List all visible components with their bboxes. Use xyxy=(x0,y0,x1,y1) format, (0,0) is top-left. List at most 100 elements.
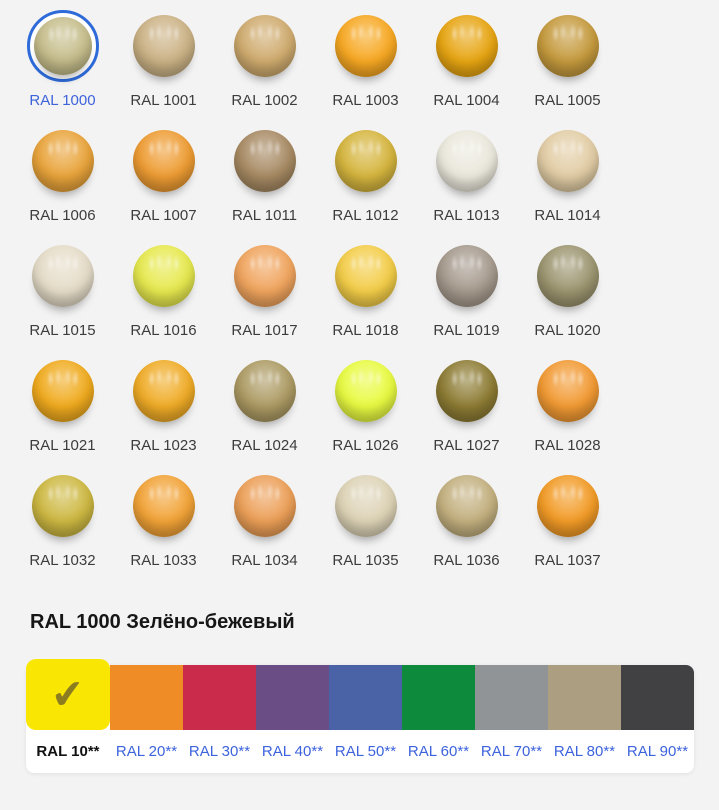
color-swatch-item[interactable]: RAL 1032 xyxy=(12,462,113,577)
color-swatch-label[interactable]: RAL 1004 xyxy=(433,92,500,109)
series-tab-label[interactable]: RAL 50** xyxy=(334,743,397,760)
color-ball[interactable] xyxy=(334,475,397,537)
color-ball[interactable] xyxy=(132,15,195,77)
color-swatch-label[interactable]: RAL 1001 xyxy=(130,92,197,109)
color-swatch-item[interactable]: RAL 1013 xyxy=(416,117,517,232)
color-swatch-item[interactable]: RAL 1024 xyxy=(214,347,315,462)
color-swatch-item[interactable]: RAL 1035 xyxy=(315,462,416,577)
series-tab-label[interactable]: RAL 10** xyxy=(36,743,100,760)
series-tab-label[interactable]: RAL 70** xyxy=(480,743,543,760)
color-ball[interactable] xyxy=(536,245,599,307)
color-swatch-label[interactable]: RAL 1019 xyxy=(433,322,500,339)
series-tab-label[interactable]: RAL 90** xyxy=(626,743,689,760)
color-ball[interactable] xyxy=(31,475,94,537)
color-ball[interactable] xyxy=(31,245,94,307)
color-ball[interactable] xyxy=(435,130,498,192)
series-color-swatch[interactable] xyxy=(401,665,475,730)
color-swatch-item[interactable]: RAL 1026 xyxy=(315,347,416,462)
color-swatch-item[interactable]: RAL 1023 xyxy=(113,347,214,462)
color-ball[interactable] xyxy=(334,245,397,307)
color-swatch-label[interactable]: RAL 1013 xyxy=(433,207,500,224)
color-swatch-label[interactable]: RAL 1023 xyxy=(130,437,197,454)
color-swatch-label[interactable]: RAL 1003 xyxy=(332,92,399,109)
color-swatch-label[interactable]: RAL 1015 xyxy=(29,322,96,339)
color-swatch-label[interactable]: RAL 1014 xyxy=(534,207,601,224)
color-swatch-item[interactable]: RAL 1020 xyxy=(517,232,618,347)
color-ball[interactable] xyxy=(334,130,397,192)
series-color-swatch[interactable] xyxy=(328,665,402,730)
series-color-swatch[interactable] xyxy=(109,665,183,730)
color-ball[interactable] xyxy=(536,130,599,192)
color-swatch-item[interactable]: RAL 1016 xyxy=(113,232,214,347)
color-swatch-item[interactable]: RAL 1028 xyxy=(517,347,618,462)
color-swatch-item[interactable]: RAL 1019 xyxy=(416,232,517,347)
color-swatch-label[interactable]: RAL 1021 xyxy=(29,437,96,454)
series-tab-label[interactable]: RAL 20** xyxy=(115,743,178,760)
series-color-swatch[interactable] xyxy=(620,665,694,730)
color-swatch-label[interactable]: RAL 1017 xyxy=(231,322,298,339)
color-swatch-item[interactable]: RAL 1004 xyxy=(416,2,517,117)
color-ball[interactable] xyxy=(536,360,599,422)
color-ball[interactable] xyxy=(132,360,195,422)
color-swatch-label[interactable]: RAL 1002 xyxy=(231,92,298,109)
color-swatch-label[interactable]: RAL 1016 xyxy=(130,322,197,339)
color-swatch-item[interactable]: RAL 1021 xyxy=(12,347,113,462)
color-ball[interactable] xyxy=(334,15,397,77)
series-tab-label[interactable]: RAL 80** xyxy=(553,743,616,760)
color-ball[interactable] xyxy=(233,360,296,422)
color-swatch-item[interactable]: RAL 1003 xyxy=(315,2,416,117)
color-swatch-item[interactable]: RAL 1002 xyxy=(214,2,315,117)
color-swatch-label[interactable]: RAL 1018 xyxy=(332,322,399,339)
series-color-swatch[interactable] xyxy=(182,665,256,730)
color-swatch-item[interactable]: RAL 1034 xyxy=(214,462,315,577)
color-ball[interactable] xyxy=(233,130,296,192)
color-swatch-label[interactable]: RAL 1007 xyxy=(130,207,197,224)
color-swatch-item[interactable]: RAL 1027 xyxy=(416,347,517,462)
color-ball[interactable] xyxy=(435,15,498,77)
series-color-swatch[interactable] xyxy=(547,665,621,730)
series-color-swatch[interactable]: ✔ xyxy=(26,659,110,730)
color-ball[interactable] xyxy=(31,130,94,192)
color-swatch-item[interactable]: RAL 1012 xyxy=(315,117,416,232)
color-swatch-item[interactable]: RAL 1005 xyxy=(517,2,618,117)
color-swatch-item[interactable]: RAL 1036 xyxy=(416,462,517,577)
color-swatch-label[interactable]: RAL 1026 xyxy=(332,437,399,454)
color-swatch-label[interactable]: RAL 1024 xyxy=(231,437,298,454)
color-swatch-label[interactable]: RAL 1032 xyxy=(29,552,96,569)
series-tab-label[interactable]: RAL 40** xyxy=(261,743,324,760)
series-tab-label[interactable]: RAL 30** xyxy=(188,743,251,760)
color-swatch-label[interactable]: RAL 1005 xyxy=(534,92,601,109)
color-swatch-label[interactable]: RAL 1036 xyxy=(433,552,500,569)
color-swatch-item[interactable]: RAL 1018 xyxy=(315,232,416,347)
color-ball[interactable] xyxy=(233,245,296,307)
color-swatch-label[interactable]: RAL 1037 xyxy=(534,552,601,569)
color-ball[interactable] xyxy=(33,17,92,75)
color-swatch-item[interactable]: RAL 1006 xyxy=(12,117,113,232)
color-swatch-item[interactable]: RAL 1037 xyxy=(517,462,618,577)
color-swatch-item[interactable]: RAL 1014 xyxy=(517,117,618,232)
color-swatch-item[interactable]: RAL 1007 xyxy=(113,117,214,232)
color-ball[interactable] xyxy=(334,360,397,422)
color-swatch-item[interactable]: RAL 1000 xyxy=(12,2,113,117)
series-color-swatch[interactable] xyxy=(474,665,548,730)
color-swatch-label[interactable]: RAL 1000 xyxy=(29,92,96,109)
color-ball[interactable] xyxy=(536,475,599,537)
color-swatch-label[interactable]: RAL 1028 xyxy=(534,437,601,454)
color-ball[interactable] xyxy=(435,360,498,422)
color-swatch-item[interactable]: RAL 1033 xyxy=(113,462,214,577)
color-swatch-label[interactable]: RAL 1033 xyxy=(130,552,197,569)
color-ball[interactable] xyxy=(536,15,599,77)
color-ball[interactable] xyxy=(132,130,195,192)
color-ball[interactable] xyxy=(31,360,94,422)
color-swatch-label[interactable]: RAL 1012 xyxy=(332,207,399,224)
color-ball[interactable] xyxy=(233,475,296,537)
color-swatch-label[interactable]: RAL 1020 xyxy=(534,322,601,339)
color-swatch-label[interactable]: RAL 1006 xyxy=(29,207,96,224)
color-swatch-item[interactable]: RAL 1015 xyxy=(12,232,113,347)
color-ball[interactable] xyxy=(435,475,498,537)
color-swatch-label[interactable]: RAL 1034 xyxy=(231,552,298,569)
color-ball[interactable] xyxy=(233,15,296,77)
series-color-swatch[interactable] xyxy=(255,665,329,730)
color-swatch-label[interactable]: RAL 1027 xyxy=(433,437,500,454)
color-swatch-label[interactable]: RAL 1035 xyxy=(332,552,399,569)
